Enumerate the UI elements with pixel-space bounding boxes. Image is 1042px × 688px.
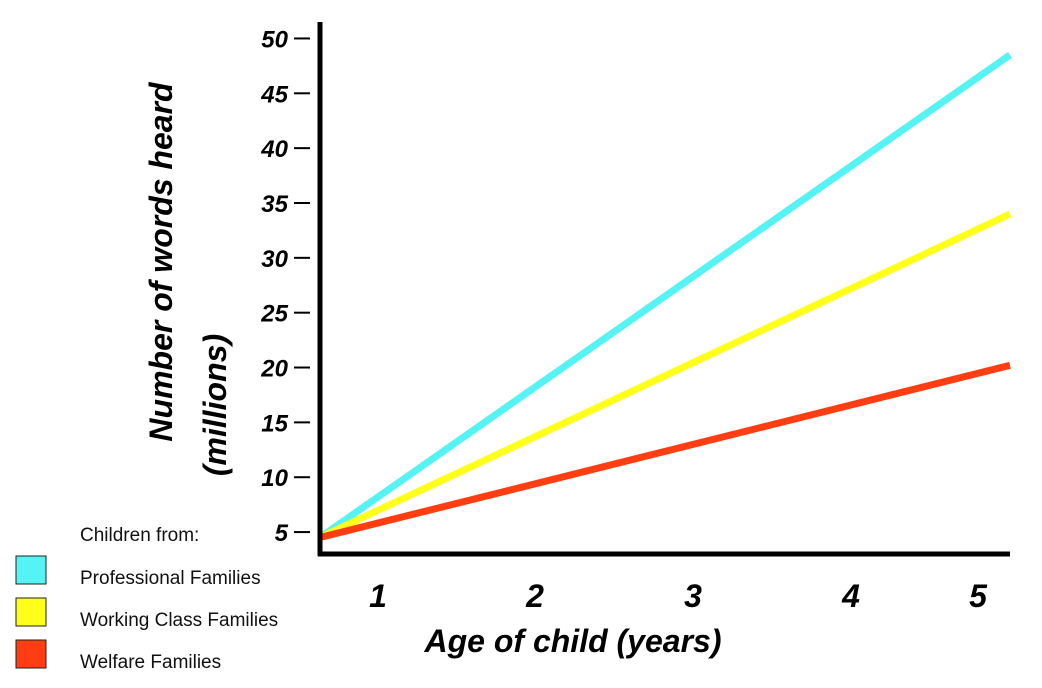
y-tick-label: 25 xyxy=(260,301,288,328)
x-tick-label: 4 xyxy=(841,578,860,614)
y-tick-label: 15 xyxy=(261,410,288,437)
legend-label-3: Welfare Families xyxy=(80,652,221,673)
x-tick-label: 1 xyxy=(369,578,387,614)
y-tick-label: 35 xyxy=(261,191,288,218)
series-line-3 xyxy=(319,361,1011,541)
y-tick-label: 5 xyxy=(275,520,289,547)
x-ticks-layer: 1 2 3 4 5 xyxy=(369,578,988,614)
legend-swatch-1 xyxy=(15,555,47,585)
series-layer xyxy=(317,52,1013,541)
legend-swatch-3 xyxy=(15,639,47,669)
series-line-2 xyxy=(318,210,1012,541)
legend-items: Professional Families Working Class Famil… xyxy=(15,555,278,673)
axes-layer xyxy=(317,22,1010,557)
x-tick-label: 5 xyxy=(969,578,988,614)
y-tick-label: 10 xyxy=(261,465,288,492)
y-tick-label: 30 xyxy=(261,246,288,273)
y-ticks-layer: 5 10 15 20 25 30 35 40 45 50 xyxy=(260,26,310,547)
legend-title: Children from: xyxy=(80,525,199,546)
y-tick-label: 40 xyxy=(260,136,288,163)
legend-label-1: Professional Families xyxy=(80,568,261,589)
x-tick-label: 3 xyxy=(684,578,702,614)
legend: Children from: Professional Families Work… xyxy=(15,525,278,673)
y-axis-title: Number of words heard xyxy=(143,81,179,442)
y-tick-label: 20 xyxy=(260,356,288,383)
y-axis-subtitle: (millions) xyxy=(197,334,233,476)
y-tick-label: 45 xyxy=(260,81,288,108)
y-tick-label: 50 xyxy=(261,26,288,53)
series-line-1 xyxy=(317,52,1013,541)
x-tick-label: 2 xyxy=(525,578,544,614)
x-axis-title: Age of child (years) xyxy=(424,623,722,659)
legend-label-2: Working Class Families xyxy=(80,610,278,631)
legend-swatch-2 xyxy=(15,597,47,627)
